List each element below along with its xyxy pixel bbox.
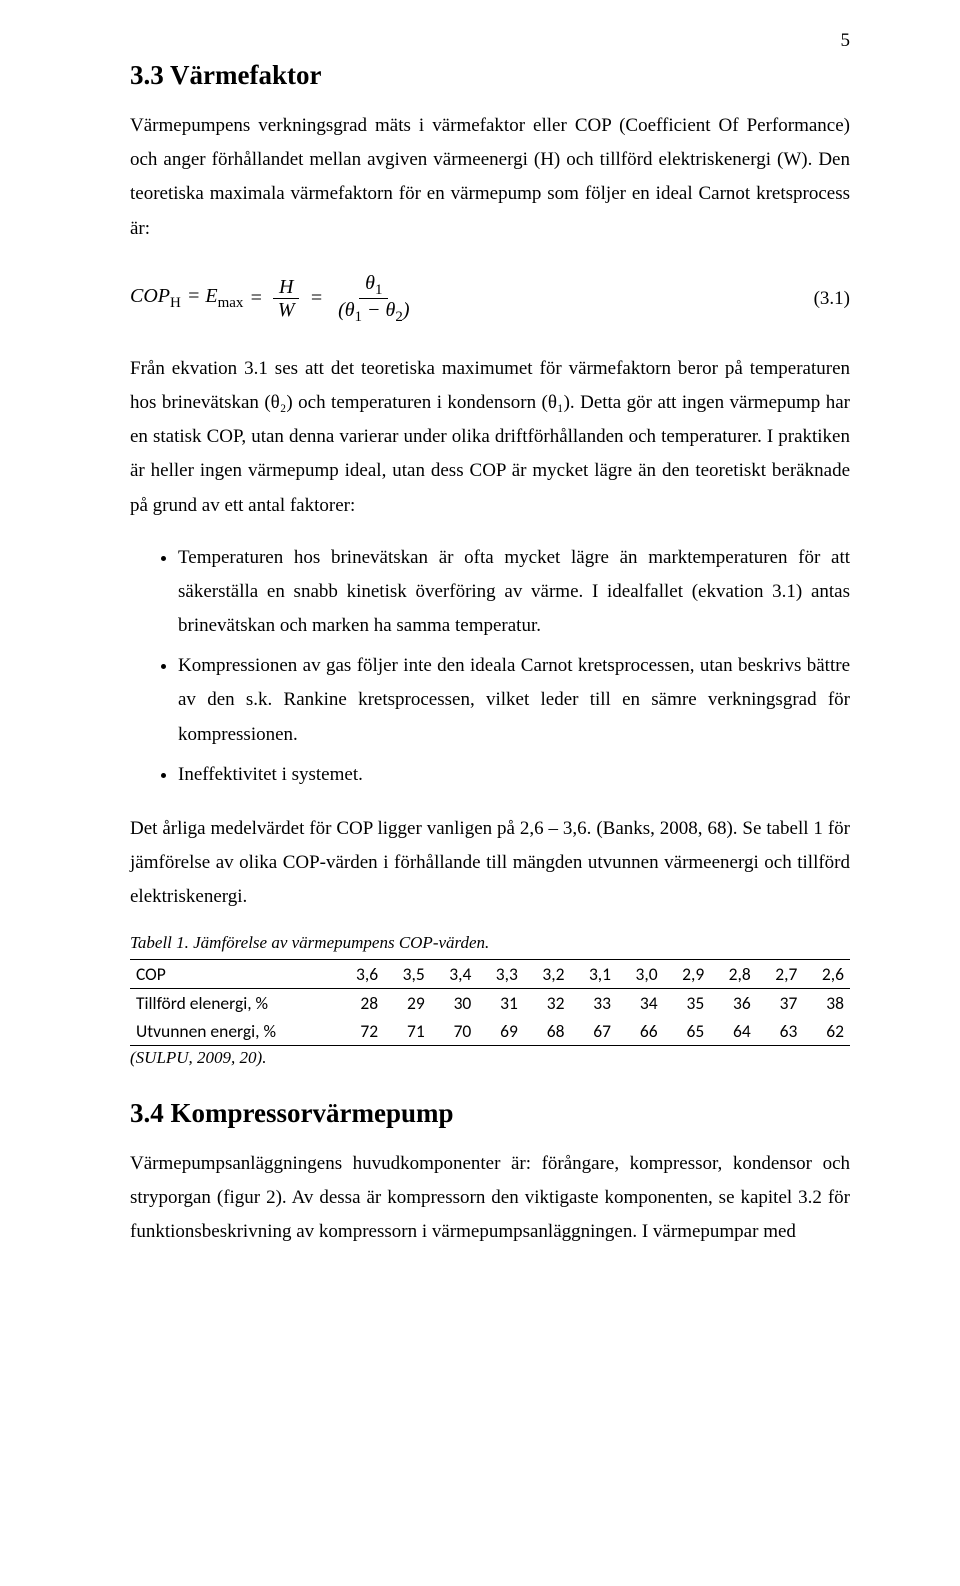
table-header: 3,4 [431, 959, 478, 988]
table-cell: 31 [477, 988, 524, 1017]
eq-emax: = Emax [187, 285, 244, 312]
table-cell: 30 [431, 988, 478, 1017]
cop-table: COP 3,6 3,5 3,4 3,3 3,2 3,1 3,0 2,9 2,8 … [130, 959, 850, 1046]
table-header: 3,1 [570, 959, 617, 988]
heading-3-4: 3.4 Kompressorvärmepump [130, 1098, 850, 1129]
table-row: Tillförd elenergi, % 28 29 30 31 32 33 3… [130, 988, 850, 1017]
heading-3-3: 3.3 Värmefaktor [130, 60, 850, 91]
equation-body: COPH = Emax = H W = θ1 (θ1 − θ2) [130, 272, 419, 326]
table-cell: 29 [384, 988, 431, 1017]
table-cell: 35 [664, 988, 711, 1017]
table-header: 2,6 [803, 959, 850, 988]
table-header: 3,3 [477, 959, 524, 988]
table-cell: 65 [664, 1017, 711, 1046]
table-header: COP [130, 959, 338, 988]
table-cell: 72 [338, 1017, 385, 1046]
eq-frac-theta-num: θ1 [359, 272, 388, 300]
table-cell: 62 [803, 1017, 850, 1046]
table-cell: 34 [617, 988, 664, 1017]
table-header: 3,2 [524, 959, 571, 988]
table-header: 3,6 [338, 959, 385, 988]
bullet-item: Ineffektivitet i systemet. [178, 758, 850, 792]
table-cell: 69 [477, 1017, 524, 1046]
table-cell: 28 [338, 988, 385, 1017]
table-cell: 33 [570, 988, 617, 1017]
table-caption: Tabell 1. Jämförelse av värmepumpens COP… [130, 933, 850, 953]
table-cell: 32 [524, 988, 571, 1017]
eq-eq2: = [249, 287, 263, 310]
equation-3-1: COPH = Emax = H W = θ1 (θ1 − θ2) (3.1) [130, 272, 850, 326]
table-cell: 71 [384, 1017, 431, 1046]
table-cell: 67 [570, 1017, 617, 1046]
table-cell: 66 [617, 1017, 664, 1046]
para-3-3-2: Från ekvation 3.1 ses att det teoretiska… [130, 352, 850, 523]
eq-frac-hw: H W [272, 276, 301, 321]
table-cell: 37 [757, 988, 804, 1017]
eq-frac-theta-den: (θ1 − θ2) [332, 299, 415, 326]
para-3-4-1: Värmepumpsanläggningens huvudkomponenter… [130, 1147, 850, 1250]
table-header: 3,5 [384, 959, 431, 988]
page-number: 5 [841, 30, 851, 52]
table-row: Utvunnen energi, % 72 71 70 69 68 67 66 … [130, 1017, 850, 1046]
table-source: (SULPU, 2009, 20). [130, 1048, 850, 1068]
table-cell: 63 [757, 1017, 804, 1046]
table-cell: 68 [524, 1017, 571, 1046]
bullet-item: Kompressionen av gas följer inte den ide… [178, 649, 850, 752]
table-header: 2,8 [710, 959, 757, 988]
table-cell: 64 [710, 1017, 757, 1046]
table-cell: 36 [710, 988, 757, 1017]
para-3-3-1: Värmepumpens verkningsgrad mäts i värmef… [130, 109, 850, 246]
para-3-3-3: Det årliga medelvärdet för COP ligger va… [130, 812, 850, 915]
table-header: 2,7 [757, 959, 804, 988]
eq-frac-theta: θ1 (θ1 − θ2) [332, 272, 415, 326]
table-header: 2,9 [664, 959, 711, 988]
equation-number: (3.1) [814, 288, 850, 310]
eq-cop: COPH [130, 285, 181, 312]
table-cell: Utvunnen energi, % [130, 1017, 338, 1046]
table-header-row: COP 3,6 3,5 3,4 3,3 3,2 3,1 3,0 2,9 2,8 … [130, 959, 850, 988]
eq-eq3: = [310, 287, 324, 310]
table-header: 3,0 [617, 959, 664, 988]
page: 5 3.3 Värmefaktor Värmepumpens verknings… [0, 0, 960, 1586]
table-cell: 38 [803, 988, 850, 1017]
table-cell: Tillförd elenergi, % [130, 988, 338, 1017]
table-cell: 70 [431, 1017, 478, 1046]
bullet-list: Temperaturen hos brinevätskan är ofta my… [130, 541, 850, 792]
bullet-item: Temperaturen hos brinevätskan är ofta my… [178, 541, 850, 644]
